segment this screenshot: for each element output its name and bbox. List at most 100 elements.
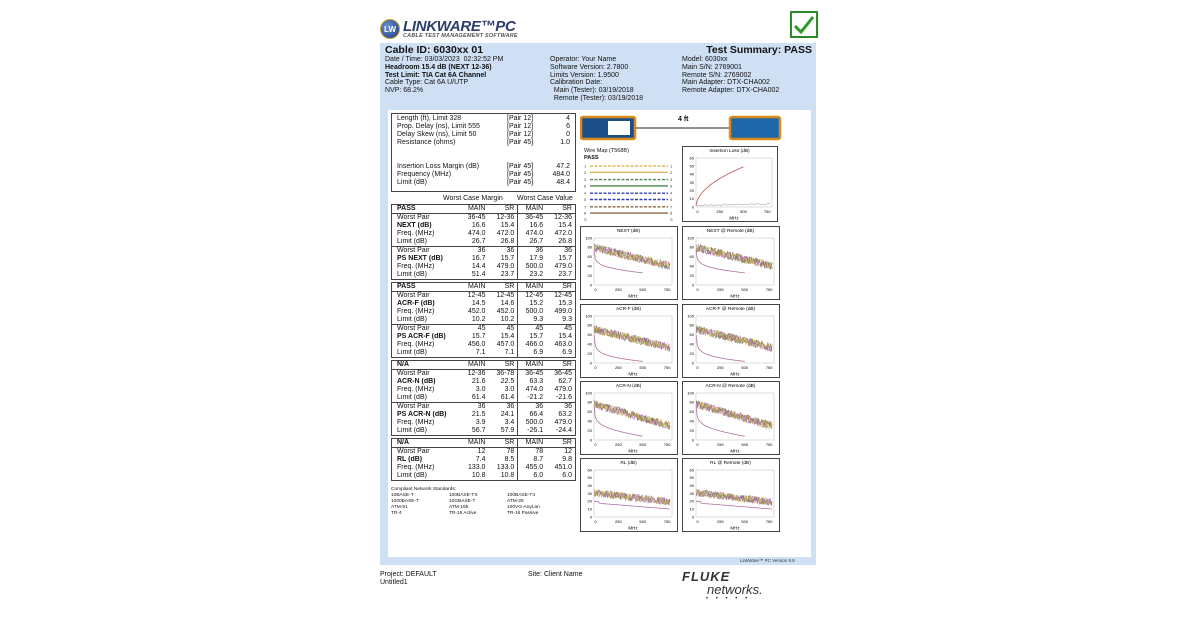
table-row: Freq. (MHz) 452.0 452.0 500.0 499.0 bbox=[392, 308, 575, 316]
chart-trace bbox=[593, 243, 671, 269]
y-tick-label: 80 bbox=[690, 323, 695, 328]
measurement-row: Frequency (MHz) [Pair 45] 484.0 bbox=[397, 171, 570, 179]
table-header-row: N/A MAIN SR MAIN SR bbox=[392, 361, 575, 369]
table-row: Freq. (MHz) 3.0 3.0 474.0 479.0 bbox=[392, 386, 575, 394]
table-cell: 10.2 bbox=[471, 316, 486, 323]
header-cell: SR bbox=[562, 283, 572, 290]
table-cell: 12 bbox=[477, 448, 486, 455]
pin-left: 6 bbox=[584, 183, 587, 188]
table-cell: 452.0 bbox=[467, 308, 486, 315]
x-tick-label: 500 bbox=[639, 365, 646, 370]
table-cell: 9.3 bbox=[517, 316, 546, 324]
y-tick-label: 100 bbox=[585, 313, 592, 318]
header-field: Test Limit: TIA Cat 6A Channel bbox=[385, 71, 487, 79]
table-cell: 21.6 bbox=[471, 378, 486, 385]
table-cell: 456.0 bbox=[467, 341, 486, 348]
header-cell: N/A bbox=[397, 439, 410, 446]
table-row: Worst Pair 12-36 36-78 36-45 36-45 bbox=[392, 370, 575, 378]
measurement-pair: [Pair 12] bbox=[507, 123, 534, 130]
x-tick-label: 250 bbox=[615, 519, 622, 524]
table-cell: 474.0 bbox=[467, 230, 486, 237]
measurement-row: Length (ft), Limit 328 [Pair 12] 4 bbox=[397, 115, 570, 123]
chart-trace bbox=[594, 500, 671, 510]
chart-title: ACR-N @ Remote (dB) bbox=[706, 383, 756, 389]
cable-id: Cable ID: 6030xx 01 bbox=[385, 44, 484, 56]
chart-trace bbox=[593, 399, 671, 430]
table-cell: 57.9 bbox=[500, 427, 515, 434]
y-tick-label: 60 bbox=[690, 332, 695, 337]
x-tick-label: 0 bbox=[594, 287, 597, 292]
table-cell: 36 bbox=[564, 247, 572, 254]
table-header-row: PASS MAIN SR MAIN SR bbox=[392, 283, 575, 291]
table-row: Freq. (MHz) 456.0 457.0 466.0 463.0 bbox=[392, 341, 575, 349]
fluke-brand-top: FLUKE bbox=[682, 569, 731, 584]
table-cell: 36 bbox=[517, 247, 546, 255]
y-tick-label: 40 bbox=[588, 483, 593, 488]
header-field: Main S/N: 2769001 bbox=[682, 63, 742, 71]
site-label: Site: Client Name bbox=[528, 571, 583, 578]
y-tick-label: 80 bbox=[690, 245, 695, 250]
plot-area bbox=[695, 392, 775, 441]
table-cell: 6.9 bbox=[517, 349, 546, 357]
standard-item: 1000BASE-T bbox=[391, 499, 419, 504]
table-cell: 3.9 bbox=[475, 419, 486, 426]
y-tick-label: 100 bbox=[687, 235, 694, 240]
table-cell: 12-36 bbox=[554, 214, 572, 221]
y-tick-label: 30 bbox=[690, 491, 695, 496]
table-cell: 23.7 bbox=[500, 271, 515, 278]
x-axis-label: MHz bbox=[628, 525, 638, 530]
measurement-label: Frequency (MHz) bbox=[397, 171, 452, 178]
measurement-row bbox=[397, 155, 570, 163]
table-row: Worst Pair 36-45 12-36 36-45 12-36 bbox=[392, 214, 575, 222]
x-tick-label: 0 bbox=[696, 519, 699, 524]
measurement-row: Resistance (ohms) [Pair 45] 1.0 bbox=[397, 139, 570, 147]
table-cell: 9.3 bbox=[562, 316, 572, 323]
row-label: Limit (dB) bbox=[397, 427, 427, 434]
logo-subtitle: CABLE TEST MANAGEMENT SOFTWARE bbox=[403, 32, 518, 39]
pin-right: 6 bbox=[670, 183, 673, 188]
standard-item: 100VG-AnyLan bbox=[507, 505, 540, 510]
table-cell: 63.3 bbox=[517, 378, 546, 386]
x-tick-label: 500 bbox=[741, 287, 748, 292]
chart-trace bbox=[695, 244, 773, 270]
measurement-value: 484.0 bbox=[552, 171, 570, 178]
y-tick-label: 30 bbox=[690, 180, 695, 185]
row-label: Limit (dB) bbox=[397, 238, 427, 245]
header-field: Model: 6030xx bbox=[682, 56, 728, 63]
row-label: RL (dB) bbox=[397, 456, 423, 463]
measurement-pair: [Pair 45] bbox=[507, 139, 534, 146]
header-field: Calibration Date: bbox=[550, 79, 603, 87]
table-row: Limit (dB) 26.7 26.8 26.7 26.8 bbox=[392, 238, 575, 246]
table-cell: 78 bbox=[517, 448, 546, 456]
y-tick-label: 30 bbox=[588, 491, 593, 496]
row-label: Freq. (MHz) bbox=[397, 341, 435, 348]
pin-left: 5 bbox=[584, 197, 587, 202]
chart-trace bbox=[696, 202, 771, 207]
y-tick-label: 40 bbox=[588, 264, 593, 269]
untitled-label: Untitled1 bbox=[380, 579, 408, 586]
table-row: Limit (dB) 10.8 10.8 6.0 6.0 bbox=[392, 472, 575, 480]
project-label: Project: DEFAULT bbox=[380, 571, 437, 578]
table-cell: -24.4 bbox=[556, 427, 572, 434]
row-label: Worst Pair bbox=[397, 247, 430, 254]
measurement-value: 1.0 bbox=[560, 139, 570, 146]
y-tick-label: 80 bbox=[588, 400, 593, 405]
measurement-value: 48.4 bbox=[556, 179, 570, 186]
measurement-pair bbox=[507, 155, 545, 163]
table-cell: 36-45 bbox=[517, 370, 546, 378]
measurement-row: Delay Skew (ns), Limit 50 [Pair 12] 0 bbox=[397, 131, 570, 139]
chart-trace bbox=[695, 401, 773, 430]
row-label: Freq. (MHz) bbox=[397, 419, 435, 426]
table-cell: 12-36 bbox=[496, 214, 515, 221]
x-axis-label: MHz bbox=[730, 525, 740, 530]
header-cell: SR bbox=[562, 205, 572, 212]
pin-left: S bbox=[584, 217, 587, 222]
x-axis-label: MHz bbox=[628, 293, 638, 298]
chart-title: ACR-F (dB) bbox=[616, 306, 641, 312]
y-tick-label: 20 bbox=[588, 273, 593, 278]
row-label: Limit (dB) bbox=[397, 271, 427, 278]
standard-item: 10GBASE-T bbox=[449, 499, 476, 504]
table-cell: 16.7 bbox=[471, 255, 486, 262]
table-cell: 16.6 bbox=[517, 222, 546, 230]
table-cell: 36 bbox=[506, 403, 515, 410]
